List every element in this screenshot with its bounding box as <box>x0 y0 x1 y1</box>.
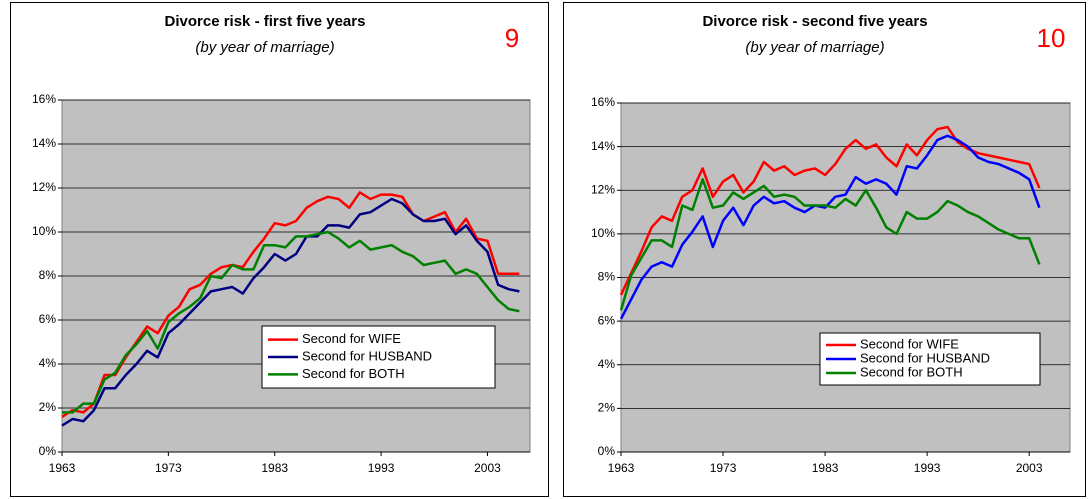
legend-label: Second for WIFE <box>860 336 959 351</box>
y-tick-label: 6% <box>39 312 57 326</box>
series-line <box>62 230 520 414</box>
y-tick-label: 16% <box>591 95 615 109</box>
series-line <box>619 178 1041 311</box>
y-tick-label: 12% <box>32 180 56 194</box>
y-tick-label: 14% <box>32 136 56 150</box>
y-tick-label: 10% <box>32 224 56 238</box>
y-tick-label: 0% <box>39 444 57 458</box>
x-tick-label: 1993 <box>368 461 395 475</box>
x-tick-label: 2003 <box>474 461 501 475</box>
chart-title: Divorce risk - first five years <box>165 13 366 30</box>
chart-subtitle: (by year of marriage) <box>745 39 884 56</box>
x-tick-label: 2003 <box>1016 461 1043 475</box>
x-tick-label: 1963 <box>49 461 76 475</box>
series-line <box>61 197 520 427</box>
x-tick-label: 1983 <box>261 461 288 475</box>
legend-label: Second for HUSBAND <box>302 348 432 363</box>
legend-box <box>819 332 1041 386</box>
y-tick-label: 10% <box>591 226 615 240</box>
y-tick-label: 8% <box>598 270 616 284</box>
chart-number: 9 <box>505 23 519 53</box>
x-tick-label: 1993 <box>914 461 941 475</box>
y-tick-label: 16% <box>32 92 56 106</box>
legend-label: Second for HUSBAND <box>860 350 990 365</box>
y-tick-label: 6% <box>598 313 616 327</box>
legend-label: Second for BOTH <box>860 364 963 379</box>
legend-box <box>261 325 496 389</box>
series-line <box>61 191 520 418</box>
x-tick-label: 1973 <box>710 461 737 475</box>
y-tick-label: 12% <box>591 182 615 196</box>
legend-label: Second for WIFE <box>302 331 401 346</box>
y-tick-label: 4% <box>598 357 616 371</box>
y-tick-label: 14% <box>591 139 615 153</box>
y-tick-label: 0% <box>598 444 616 458</box>
x-tick-label: 1963 <box>608 461 635 475</box>
series-line <box>619 134 1041 320</box>
chart-title: Divorce risk - second five years <box>702 13 927 30</box>
y-tick-label: 4% <box>39 356 57 370</box>
chart-subtitle: (by year of marriage) <box>195 39 334 56</box>
y-tick-label: 8% <box>39 268 57 282</box>
legend-label: Second for BOTH <box>302 366 405 381</box>
y-tick-label: 2% <box>598 401 616 415</box>
chart-number: 10 <box>1037 23 1066 53</box>
y-tick-label: 2% <box>39 400 57 414</box>
x-tick-label: 1973 <box>155 461 182 475</box>
x-tick-label: 1983 <box>812 461 839 475</box>
